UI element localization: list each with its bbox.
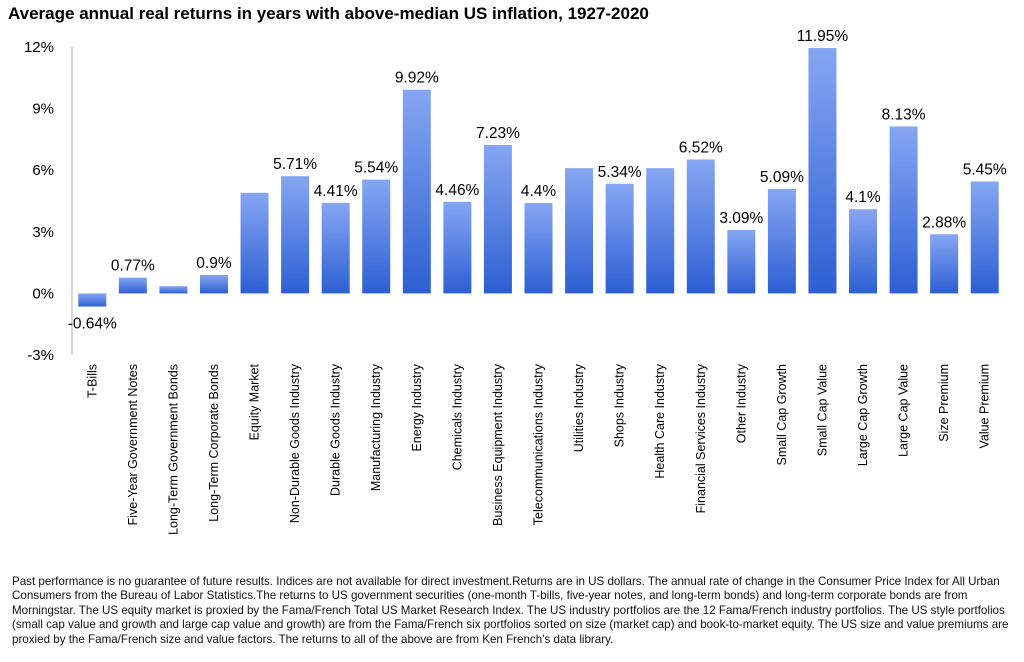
category-label: Business Equipment Industry (491, 363, 505, 526)
y-tick-label: 0% (32, 285, 54, 302)
y-tick-label: 6% (32, 162, 54, 179)
data-label: 3.09% (719, 210, 763, 227)
chart-title: Average annual real returns in years wit… (8, 4, 649, 23)
data-label: 4.1% (845, 189, 881, 206)
data-label: 11.95% (797, 28, 849, 45)
bar (727, 229, 756, 294)
bar (808, 48, 837, 294)
category-label: Telecommunications Industry (532, 363, 546, 525)
bar (605, 183, 634, 294)
data-label: 5.09% (760, 169, 804, 186)
category-label: Manufacturing Industry (369, 363, 383, 491)
footnote: Past performance is no guarantee of futu… (12, 575, 1009, 646)
bar (970, 181, 999, 294)
bar (524, 203, 553, 294)
category-label: Large Cap Value (897, 364, 911, 457)
y-tick-label: 3% (32, 224, 54, 241)
bar (483, 144, 512, 294)
data-label: 4.41% (314, 183, 358, 200)
bar (362, 179, 391, 294)
bars-layer (78, 48, 999, 307)
bar (646, 168, 675, 294)
bar (849, 209, 878, 294)
bar (240, 192, 269, 294)
category-label: Size Premium (937, 364, 951, 442)
category-label: Durable Goods Industry (329, 363, 343, 496)
category-label: Energy Industry (410, 363, 424, 451)
data-label: -0.64% (68, 316, 117, 333)
bar (443, 201, 472, 294)
bar (78, 293, 107, 307)
data-label: 4.4% (521, 183, 557, 200)
category-label: Long-Term Corporate Bonds (207, 364, 221, 522)
y-tick-label: 12% (24, 39, 54, 56)
bar (686, 159, 715, 294)
category-label: Financial Services Industry (694, 363, 708, 513)
category-label: Utilities Industry (572, 363, 586, 452)
y-tick-label: -3% (27, 347, 54, 364)
category-label: Chemicals Industry (450, 363, 464, 470)
axis-layer: -3% 0% 3% 6% 9% 12% (24, 39, 73, 364)
bar (281, 176, 310, 294)
data-label: 7.23% (476, 125, 520, 142)
category-label: Shops Industry (613, 363, 627, 447)
bar (889, 126, 918, 294)
data-label: 4.46% (435, 182, 479, 199)
category-label: Equity Market (248, 363, 262, 440)
data-label: 5.45% (963, 161, 1007, 178)
data-label: 9.92% (395, 70, 439, 87)
bar (930, 234, 959, 294)
bar (118, 277, 147, 294)
data-label: 5.71% (273, 156, 317, 173)
bar (565, 168, 594, 294)
category-label: Large Cap Growth (856, 364, 870, 466)
bar (767, 188, 796, 294)
bar (402, 89, 431, 294)
bar-chart: -3% 0% 3% 6% 9% 12% -0.64% T-Bills 0.77% Five-Ye… (24, 28, 1007, 535)
labels-layer: -0.64% T-Bills 0.77% Five-Year Government N… (68, 28, 1007, 535)
data-label: 0.77% (111, 258, 155, 275)
category-label: T-Bills (85, 364, 99, 398)
data-label: 5.54% (354, 160, 398, 177)
category-label: Value Premium (978, 364, 992, 449)
category-label: Small Cap Value (815, 364, 829, 456)
category-label: Long-Term Government Bonds (166, 364, 180, 535)
category-label: Other Industry (734, 363, 748, 443)
category-label: Health Care Industry (653, 363, 667, 478)
data-label: 8.13% (882, 106, 926, 123)
y-tick-label: 9% (32, 101, 54, 118)
bar (159, 286, 188, 294)
data-label: 5.34% (598, 164, 642, 181)
category-label: Small Cap Growth (775, 364, 789, 465)
data-label: 6.52% (679, 140, 723, 157)
data-label: 2.88% (922, 214, 966, 231)
data-label: 0.9% (196, 255, 232, 272)
category-label: Non-Durable Goods Industry (288, 363, 302, 523)
category-label: Five-Year Government Notes (126, 364, 140, 525)
bar (321, 202, 350, 294)
bar (199, 274, 228, 294)
